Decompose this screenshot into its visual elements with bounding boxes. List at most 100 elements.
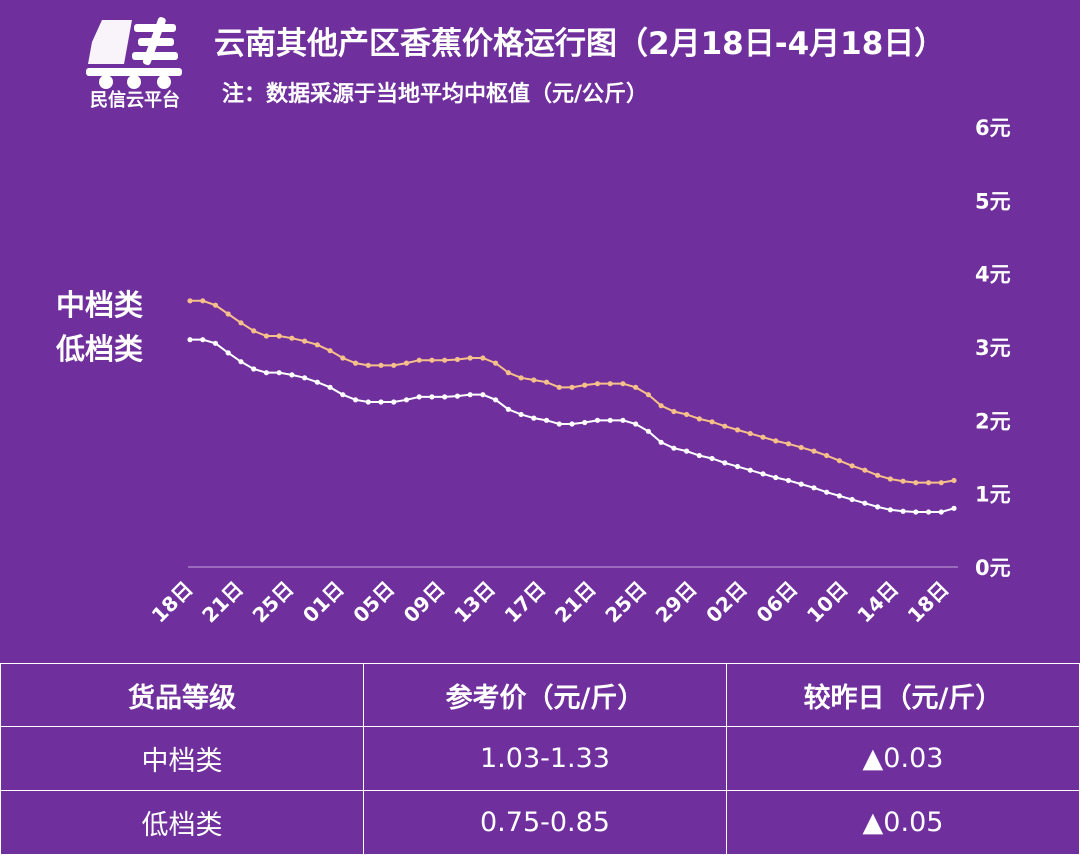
- row-grade: 低档类: [0, 790, 364, 855]
- data-point: [531, 415, 537, 421]
- data-point: [531, 377, 537, 383]
- data-point: [556, 421, 562, 427]
- data-point: [365, 362, 371, 368]
- page-title: 云南其他产区香蕉价格运行图（2月18日-4月18日）: [214, 26, 946, 62]
- x-tick-label: 14日: [852, 577, 903, 628]
- data-point: [773, 438, 779, 444]
- page-subtitle: 注：数据采源于当地平均中枢值（元/公斤）: [222, 82, 649, 107]
- data-point: [607, 381, 613, 387]
- data-point: [238, 320, 244, 326]
- data-point: [722, 423, 728, 429]
- data-point: [734, 427, 741, 433]
- data-point: [493, 360, 499, 366]
- data-point: [480, 392, 486, 398]
- header-price: 参考价（元/斤）: [363, 663, 727, 727]
- data-point: [607, 417, 613, 423]
- data-point: [824, 489, 830, 495]
- data-point: [518, 375, 524, 381]
- data-point: [671, 445, 677, 451]
- x-tick-label: 29日: [651, 577, 702, 628]
- data-point: [645, 428, 652, 434]
- data-point: [378, 399, 384, 405]
- data-point: [480, 355, 486, 361]
- y-tick-label: 6元: [975, 116, 1011, 140]
- data-point: [263, 333, 269, 339]
- data-point: [836, 458, 843, 464]
- x-tick-label: 21日: [550, 577, 601, 628]
- data-point: [505, 370, 511, 376]
- x-tick-label: 21日: [197, 577, 248, 628]
- x-tick-label: 13日: [449, 577, 500, 628]
- data-point: [951, 505, 957, 511]
- x-tick-label: 02日: [701, 577, 752, 628]
- row-price: 0.75-0.85: [363, 790, 727, 855]
- x-tick-label: 18日: [903, 577, 954, 628]
- data-point: [556, 384, 562, 390]
- data-point: [276, 370, 282, 376]
- data-point: [225, 350, 231, 356]
- data-point: [340, 392, 346, 398]
- data-point: [467, 392, 473, 398]
- x-tick-label: 25日: [248, 577, 299, 628]
- row-grade: 中档类: [0, 726, 364, 791]
- price-table: 货品等级 参考价（元/斤） 较昨日（元/斤） 中档类 1.03-1.33 ▲0.…: [0, 663, 1080, 855]
- data-point: [836, 493, 843, 499]
- table-row: 低档类 0.75-0.85 ▲0.05: [0, 790, 1080, 855]
- x-tick-label: 18日: [147, 577, 198, 628]
- data-point: [391, 362, 397, 368]
- data-point: [925, 509, 932, 515]
- data-point: [416, 357, 422, 363]
- data-point: [569, 384, 575, 390]
- row-price: 1.03-1.33: [363, 726, 727, 791]
- data-point: [875, 504, 881, 510]
- data-point: [633, 384, 639, 390]
- data-point: [760, 471, 766, 477]
- data-point: [467, 355, 473, 361]
- data-point: [862, 467, 868, 473]
- data-point: [378, 362, 384, 368]
- data-point: [696, 452, 702, 459]
- series-lines: [187, 298, 957, 515]
- data-point: [709, 455, 715, 462]
- data-point: [276, 333, 282, 339]
- data-point: [582, 419, 588, 426]
- data-point: [187, 298, 193, 304]
- data-point: [582, 382, 588, 388]
- data-point: [352, 397, 359, 403]
- data-point: [251, 366, 257, 372]
- data-point: [913, 509, 919, 515]
- data-point: [862, 500, 868, 506]
- truck-logo-icon: [86, 17, 182, 89]
- data-point: [340, 355, 346, 361]
- data-point: [302, 375, 308, 381]
- series-label-low: 低档类: [56, 332, 144, 366]
- y-axis-ticks: 0元 1元 2元 3元 4元 5元 6元: [975, 116, 1011, 580]
- data-point: [798, 481, 804, 487]
- data-point: [187, 337, 193, 343]
- data-point: [442, 357, 448, 363]
- data-point: [518, 411, 524, 418]
- data-point: [225, 311, 231, 317]
- data-point: [747, 467, 753, 473]
- data-point: [594, 417, 601, 423]
- series-label-mid: 中档类: [56, 288, 144, 322]
- x-tick-label: 25日: [600, 577, 651, 628]
- data-point: [212, 340, 219, 346]
- data-point: [620, 381, 626, 387]
- data-point: [454, 393, 460, 399]
- data-point: [785, 441, 792, 447]
- data-point: [887, 476, 893, 482]
- data-point: [238, 359, 244, 365]
- data-point: [403, 397, 410, 403]
- data-point: [454, 356, 460, 363]
- data-point: [696, 416, 702, 422]
- data-point: [684, 411, 690, 418]
- data-point: [569, 421, 575, 427]
- data-point: [938, 480, 944, 486]
- y-tick-label: 0元: [975, 556, 1011, 580]
- table-row: 中档类 1.03-1.33 ▲0.03: [0, 726, 1080, 791]
- data-point: [543, 417, 550, 423]
- data-point: [798, 444, 804, 451]
- y-tick-label: 2元: [975, 409, 1011, 433]
